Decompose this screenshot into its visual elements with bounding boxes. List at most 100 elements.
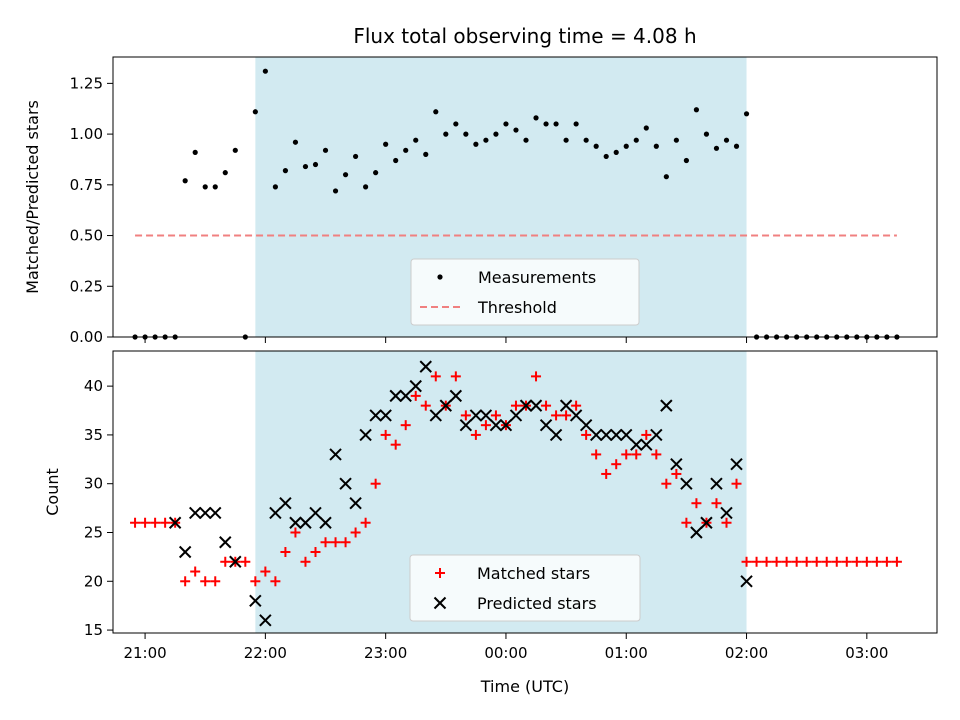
matched-star-point	[651, 449, 662, 460]
measurement-point	[403, 147, 409, 153]
measurement-point	[443, 131, 449, 137]
matched-star-point	[571, 400, 582, 411]
measurement-point	[312, 161, 319, 168]
top-y-tick-label: 0.75	[70, 176, 103, 194]
measurement-point	[433, 109, 439, 115]
measurement-point	[232, 147, 238, 153]
matched-star-point	[731, 478, 742, 489]
legend-marker-matched	[435, 568, 445, 578]
measurement-point	[673, 137, 679, 143]
measurement-point	[723, 137, 730, 143]
measurement-point	[663, 174, 669, 180]
x-tick-label: 01:00	[605, 644, 648, 662]
matched-star-point	[470, 429, 481, 440]
x-tick-label: 22:00	[244, 644, 287, 662]
predicted-star-point	[519, 399, 533, 412]
matched-star-point	[160, 517, 171, 528]
bottom-y-ticks: 15 20 25 30 35 40	[84, 377, 113, 639]
predicted-star-point	[429, 409, 442, 422]
x-tick-label: 02:00	[725, 644, 768, 662]
predicted-star-point	[329, 448, 342, 461]
predicted-star-point	[359, 428, 372, 442]
matched-star-point	[561, 410, 572, 421]
matched-star-point	[400, 420, 411, 431]
top-y-tick-label: 0.25	[70, 277, 103, 295]
matched-star-point	[871, 556, 882, 567]
matched-star-point	[350, 527, 361, 538]
predicted-star-point	[299, 516, 312, 529]
matched-stars-points	[130, 371, 902, 587]
measurement-point	[563, 137, 569, 143]
matched-star-point	[611, 459, 622, 470]
measurement-point	[593, 143, 599, 149]
predicted-star-point	[369, 409, 382, 422]
matched-star-point	[130, 517, 141, 528]
legend-label-matched: Matched stars	[477, 564, 590, 583]
matched-star-point	[861, 556, 872, 567]
measurement-point	[623, 143, 629, 149]
x-tick-label: 00:00	[484, 644, 527, 662]
predicted-star-point	[259, 614, 272, 627]
measurement-point	[743, 111, 750, 117]
predicted-star-point	[579, 418, 593, 432]
predicted-star-point	[489, 418, 503, 432]
matched-star-point	[270, 576, 281, 587]
matched-star-point	[490, 410, 501, 421]
top-y-tick-label: 0.50	[70, 227, 103, 245]
matched-star-point	[791, 556, 802, 567]
legend-plus-glyph	[435, 568, 445, 578]
matched-star-point	[751, 556, 762, 567]
matched-star-point	[380, 429, 391, 440]
predicted-star-point	[610, 428, 623, 442]
top-legend-box	[410, 258, 640, 326]
predicted-star-point	[459, 418, 473, 432]
matched-star-point	[150, 517, 161, 528]
predicted-star-point	[209, 506, 222, 520]
matched-star-point	[891, 556, 902, 567]
measurement-point	[202, 184, 208, 190]
measurement-point	[713, 145, 720, 151]
matched-star-point	[210, 576, 221, 587]
measurement-point	[533, 115, 539, 121]
matched-star-point	[621, 449, 632, 460]
matched-star-point	[671, 468, 682, 479]
top-plot-frame	[112, 56, 938, 338]
measurement-point	[192, 149, 198, 155]
predicted-star-point	[479, 409, 493, 422]
measurement-point	[733, 143, 740, 149]
measurement-point	[483, 137, 489, 143]
matched-star-point	[741, 556, 752, 567]
legend-label-threshold: Threshold	[477, 298, 557, 317]
matched-star-point	[881, 556, 892, 567]
predicted-star-point	[168, 516, 182, 529]
matched-star-point	[460, 410, 471, 421]
predicted-star-point	[188, 506, 202, 520]
measurement-point	[363, 184, 369, 190]
predicted-star-point	[670, 457, 683, 471]
bottom-plot-frame	[112, 350, 938, 634]
matched-star-point	[821, 556, 832, 567]
predicted-star-point	[469, 409, 483, 422]
matched-star-point	[480, 420, 491, 431]
predicted-star-point	[700, 516, 713, 529]
matched-star-point	[320, 537, 331, 548]
predicted-star-point	[399, 389, 412, 403]
legend-label-predicted: Predicted stars	[477, 594, 597, 613]
matched-star-point	[641, 429, 652, 440]
predicted-star-point	[730, 457, 743, 471]
matched-star-point	[370, 478, 381, 489]
predicted-star-point	[349, 497, 362, 510]
x-tick-label: 03:00	[845, 644, 888, 662]
matched-star-point	[661, 478, 672, 489]
predicted-star-point	[539, 418, 553, 432]
predicted-star-point	[309, 506, 322, 520]
predicted-star-point	[589, 428, 603, 442]
predicted-star-point	[279, 497, 292, 510]
legend-marker-measurements	[437, 274, 443, 280]
bottom-y-axis-label: Count	[43, 468, 62, 516]
predicted-star-point	[289, 516, 302, 529]
measurement-point	[473, 141, 479, 147]
measurement-point	[493, 131, 499, 137]
matched-star-point	[551, 410, 562, 421]
matched-star-point	[360, 517, 371, 528]
